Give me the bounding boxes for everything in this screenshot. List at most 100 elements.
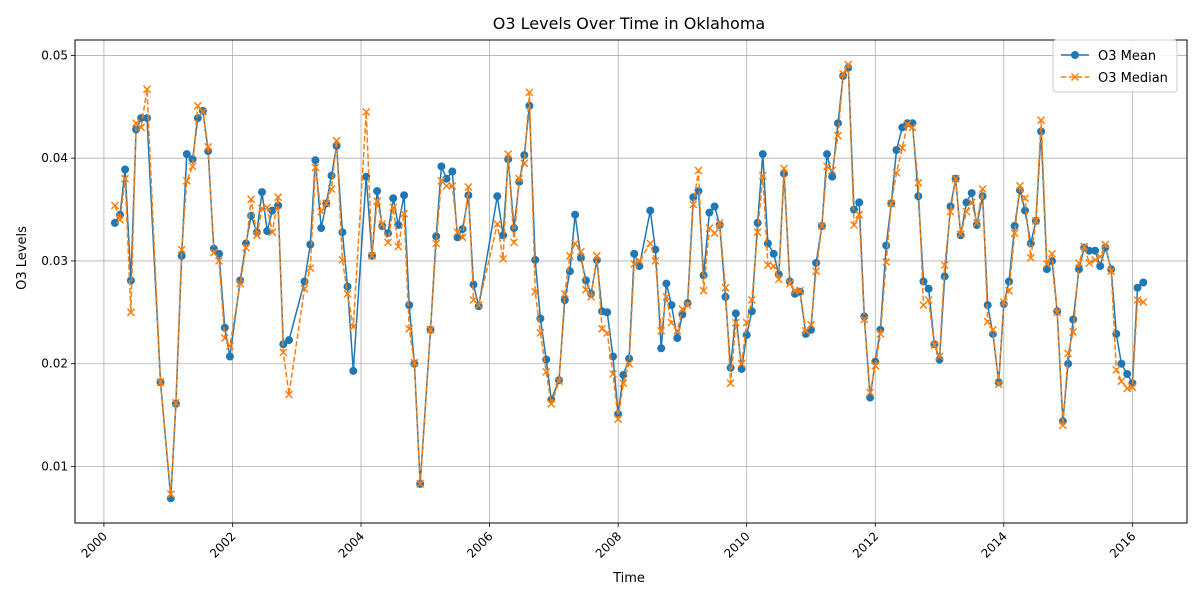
o3-median-point (525, 88, 534, 97)
o3-mean-point (193, 114, 202, 123)
o3-mean-point (603, 308, 612, 317)
o3-mean-point (126, 276, 135, 285)
o3-mean-point (258, 188, 266, 197)
o3-median-point (737, 359, 746, 368)
o3-median-point (946, 207, 955, 216)
o3-median-point (241, 243, 251, 252)
o3-median-point (322, 199, 331, 208)
o3-median-point (263, 203, 272, 212)
o3-mean-point (453, 233, 462, 242)
o3-median-point (279, 348, 288, 357)
o3-mean-point (338, 228, 347, 237)
o3-median-point (898, 143, 907, 152)
o3-median-point (1053, 308, 1062, 317)
o3-median-point (1096, 252, 1105, 261)
o3-median-point (177, 245, 186, 254)
o3-median-point (204, 142, 213, 151)
o3-median-point (499, 254, 508, 263)
o3-median-point (171, 398, 180, 407)
o3-median-point (1128, 383, 1137, 392)
o3-median-point (833, 131, 843, 140)
o3-mean-point (667, 301, 676, 310)
o3-median-point (882, 257, 891, 267)
o3-median-point (721, 283, 730, 292)
o3-mean-point (742, 330, 751, 339)
o3-median-point (547, 399, 556, 408)
o3-median-point (236, 279, 245, 288)
o3-mean-point (469, 280, 478, 289)
o3-mean-point (1112, 329, 1121, 338)
o3-median-point (1107, 267, 1116, 276)
o3-median-point (432, 239, 441, 248)
o3-median-point (608, 369, 618, 379)
o3-mean-point (892, 146, 901, 154)
o3-median-point (198, 107, 207, 116)
o3-mean-point (630, 249, 639, 258)
o3-median-point (849, 220, 859, 230)
o3-mean-point (405, 301, 414, 310)
o3-median-point (1069, 327, 1078, 336)
o3-median-point (1080, 242, 1089, 251)
legend: O3 Mean O3 Median (1052, 39, 1178, 93)
o3-median-point (1139, 298, 1148, 307)
o3-mean-point (694, 187, 703, 196)
o3-mean-point (753, 218, 762, 227)
o3-median-point (914, 178, 923, 187)
o3-median-point (115, 215, 125, 224)
o3-mean-point (225, 352, 234, 361)
o3-median-point (694, 166, 703, 175)
o3-median-point (726, 379, 735, 388)
o3-median-point (635, 256, 644, 265)
o3-median-point (560, 289, 569, 298)
o3-median-point (284, 390, 294, 399)
o3-median-point (182, 176, 191, 185)
o3-median-point (822, 162, 832, 171)
o3-median-point (887, 199, 896, 208)
o3-median-point (448, 181, 457, 190)
o3-median-point (1064, 349, 1073, 358)
o3-median-point (311, 163, 320, 172)
o3-median-point (956, 230, 965, 239)
o3-mean-point (828, 172, 837, 181)
o3-median-point (774, 275, 783, 284)
o3-median-point (866, 388, 875, 397)
o3-median-point (1091, 255, 1100, 264)
o3-median-point (592, 251, 601, 260)
o3-median-point (978, 184, 987, 194)
o3-median-point (844, 60, 853, 69)
o3-median-point (493, 219, 502, 229)
o3-median-point (504, 150, 513, 159)
o3-median-point (1074, 258, 1084, 268)
o3-median-point (710, 229, 719, 238)
chart-title: O3 Levels Over Time in Oklahoma (493, 14, 765, 33)
o3-mean-point (812, 259, 821, 267)
o3-median-point (137, 123, 146, 132)
o3-mean-point (946, 202, 955, 211)
o3-median-point (1112, 365, 1121, 374)
o3-median-point (400, 209, 409, 218)
o3-mean-point (1042, 265, 1051, 274)
o3-mean-point (182, 150, 191, 159)
o3-median-point (343, 289, 352, 298)
x-axis-label: Time (612, 571, 645, 586)
o3-median-point (338, 255, 347, 264)
o3-mean-point (166, 494, 175, 503)
o3-median-point (651, 256, 660, 265)
o3-median-point (951, 174, 960, 183)
o3-median-point (1026, 253, 1035, 262)
o3-median-point (576, 247, 585, 256)
o3-median-point (317, 207, 326, 216)
o3-mean-point (311, 156, 320, 165)
o3-median-point (188, 162, 197, 171)
o3-mean-point (1069, 315, 1078, 324)
o3-mean-point (531, 255, 540, 264)
o3-median-point (908, 123, 917, 132)
o3-mean-point (1021, 206, 1029, 215)
gridlines (75, 40, 1187, 523)
o3-mean-point (1139, 278, 1148, 287)
o3-median-point (1085, 258, 1094, 268)
o3-median-point (662, 292, 671, 301)
o3-mean-point (866, 393, 875, 402)
o3-median-point (247, 195, 256, 204)
o3-mean-point (635, 262, 644, 271)
